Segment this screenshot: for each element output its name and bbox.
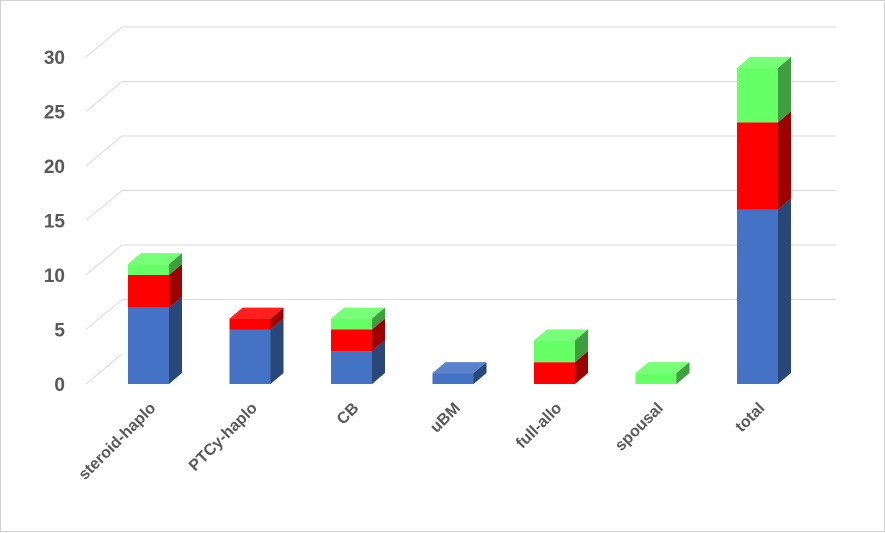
gridline-depth [85,190,123,221]
y-axis-tick-labels: 0 5 10 15 20 25 30 [44,48,66,396]
bar-segment [229,329,271,384]
x-category-label: uBM [427,400,464,437]
bar-segment [737,209,778,384]
bar-segment-side [169,253,182,275]
bar-stack-full-allo [534,329,588,384]
bar-segment [128,307,169,384]
bar-segment [534,340,575,363]
bar-segment [331,351,372,384]
bar-segment-side [778,198,791,384]
bar-segment [534,362,575,384]
x-category-label: full-allo [513,400,565,452]
bar-segment [229,318,271,330]
bars [128,56,791,384]
y-tick-label: 0 [54,375,65,396]
bar-segment-side [169,264,182,308]
bar-segment-top [534,329,588,341]
bar-stack-steroid-haplo [128,253,182,384]
bar-segment-side [372,318,385,352]
bar-segment [737,122,778,210]
bar-segment [331,329,372,352]
bar-segment-side [473,362,487,384]
y-tick-label: 15 [44,212,66,233]
x-category-label: total [732,400,768,436]
gridlines [85,26,836,385]
bar-segment [737,67,778,123]
bar-segment-top [331,307,385,319]
bar-segment-top [635,362,690,374]
bar-segment-top [128,253,182,265]
x-category-label: CB [334,400,362,428]
x-category-label: spousal [612,400,667,455]
bar-segment [128,264,169,275]
bar-segment-top [737,56,791,68]
y-tick-label: 20 [44,157,65,178]
x-category-label: steroid-haplo [76,400,160,484]
bar-stack-CB [331,307,385,384]
bar-segment-side [676,362,690,384]
bar-segment-side [169,296,182,384]
gridline-depth [85,244,123,276]
y-tick-label: 10 [44,266,65,287]
gridline-depth [85,353,123,385]
y-tick-label: 30 [44,48,65,69]
bar-stack-PTCy-haplo [229,307,284,384]
x-category-label: PTCy-haplo [186,400,261,475]
y-tick-label: 25 [44,103,66,124]
bar-segment-side [778,56,791,123]
bar-segment-side [575,351,588,384]
bar-stack-spousal [635,362,690,384]
bar-stack-uBM [432,362,487,384]
bar-segment-top [432,362,487,374]
bar-segment-side [575,329,588,363]
y-tick-label: 5 [54,321,65,342]
bar-segment-side [270,318,284,384]
bar-segment-side [372,307,385,330]
gridline-depth [85,26,123,58]
bar-segment [432,373,474,384]
x-axis-category-labels: steroid-haplo PTCy-haplo CB uBM full-allo spo… [76,400,769,484]
gridline-depth [85,299,123,330]
bar-stack-total [737,56,791,384]
bar-segment-side [778,111,791,210]
bar-segment [635,373,677,384]
bar-segment-side [270,307,284,330]
bar-segment-top [229,307,284,319]
bar-segment-side [372,340,385,384]
gridline-depth [85,135,123,167]
gridline-depth [85,81,123,112]
bar-segment [128,275,169,308]
bar-segment [331,318,372,330]
